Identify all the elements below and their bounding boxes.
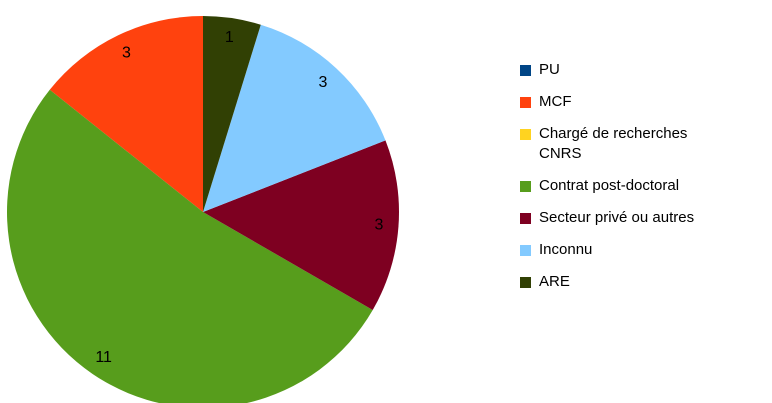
pie-slice — [203, 140, 399, 310]
legend-item: PU — [520, 60, 760, 80]
legend-swatch — [520, 129, 531, 140]
legend-label: Contrat post-doctoral — [539, 177, 680, 194]
pie-slice — [7, 89, 373, 403]
legend-swatch — [520, 213, 531, 224]
data-label: 3 — [122, 44, 131, 61]
legend-swatch — [520, 181, 531, 192]
legend-item: Chargé de recherches CNRS — [520, 124, 760, 164]
legend-swatch — [520, 97, 531, 108]
legend-label: Chargé de recherches CNRS — [539, 125, 688, 162]
legend-label: ARE — [539, 273, 570, 290]
legend-item: Secteur privé ou autres — [520, 208, 760, 228]
legend: PU MCF Chargé de recherches CNRS Contrat po… — [520, 60, 760, 304]
legend-item: MCF — [520, 92, 760, 112]
legend-item: Inconnu — [520, 240, 760, 260]
legend-item: Contrat post-doctoral — [520, 176, 760, 196]
legend-label: Secteur privé ou autres — [539, 209, 695, 226]
pie-slice — [203, 16, 261, 212]
legend-swatch — [520, 245, 531, 256]
pie-slice — [203, 24, 386, 212]
legend-label: Inconnu — [539, 241, 593, 258]
legend-swatch — [520, 277, 531, 288]
data-label: 3 — [319, 74, 328, 91]
data-label: 3 — [374, 216, 383, 233]
legend-label: PU — [539, 61, 560, 78]
legend-item: ARE — [520, 272, 760, 292]
pie-slice — [49, 16, 203, 212]
legend-swatch — [520, 65, 531, 76]
data-label: 1 — [225, 29, 234, 46]
legend-label: MCF — [539, 93, 572, 110]
chart: 3 11 3 3 1 — [7, 16, 399, 403]
data-label: 11 — [95, 349, 112, 366]
